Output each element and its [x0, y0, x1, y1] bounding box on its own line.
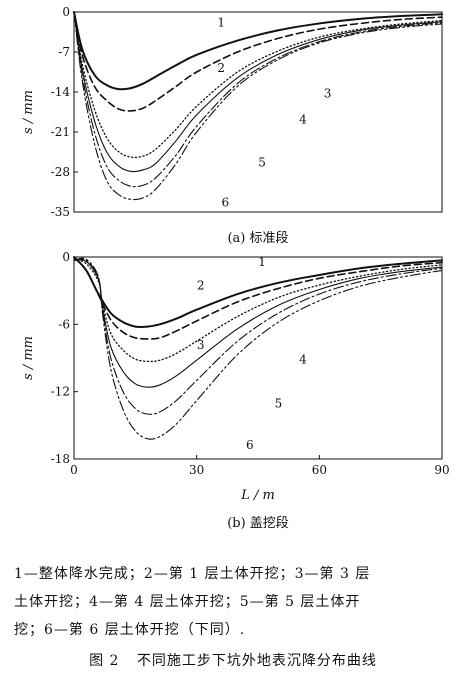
y-tick-label: -21: [51, 125, 70, 139]
chart-a-caption: (a) 标准段: [227, 231, 288, 246]
series-line-6: [73, 11, 443, 201]
y-tick-label: -12: [51, 385, 70, 399]
curve-label-1: 1: [217, 15, 225, 29]
y-tick-label: -28: [51, 165, 70, 179]
curve-label-6: 6: [246, 438, 254, 452]
curve-label-1: 1: [258, 255, 266, 269]
y-tick-label: 0: [62, 250, 70, 264]
y-tick-label: -35: [51, 205, 70, 219]
curve-label-3: 3: [324, 87, 332, 101]
chart-b-cover-excavation-section: 0 -6 -12 -18 0 30 60 90 1 2 3 4 5 6 s / mm L / m (b…: [21, 250, 450, 531]
chart-b-curve-labels: 1 2 3 4 5 6: [197, 255, 307, 452]
figure-title: 图 2 不同施工步下坑外地表沉降分布曲线: [0, 650, 466, 670]
chart-b-caption: (b) 盖挖段: [227, 516, 289, 531]
y-tick-label: -6: [58, 317, 70, 331]
chart-a-plot-frame: [73, 11, 443, 213]
legend-line: 挖；6—第 6 层土体开挖（下同）.: [14, 622, 246, 638]
chart-b-x-axis-label: L / m: [240, 488, 275, 503]
chart-a-y-ticks: 0 -7 -14 -21 -28 -35: [51, 5, 78, 219]
chart-b-plot-frame: [73, 256, 443, 460]
series-line-2: [73, 11, 443, 112]
series-line-3: [73, 11, 443, 159]
chart-a-curve-labels: 1 2 3 4 5 6: [217, 15, 331, 209]
series-line-2: [73, 256, 443, 340]
chart-b-series: [73, 256, 443, 440]
chart-a-standard-section: 0 -7 -14 -21 -28 -35 1 2 3 4 5 6 s / mm (a) 标准段: [21, 5, 443, 246]
series-line-4: [73, 11, 443, 173]
curve-label-2: 2: [217, 61, 225, 75]
x-tick-label: 0: [70, 463, 78, 477]
curve-label-5: 5: [258, 155, 266, 169]
curve-label-5: 5: [275, 396, 283, 410]
legend-line: 1—整体降水完成；2—第 1 层土体开挖；3—第 3 层: [14, 566, 371, 582]
chart-b-x-ticks: 0 30 60 90: [70, 455, 450, 477]
curve-label-3: 3: [197, 338, 205, 352]
series-line-6: [73, 257, 443, 440]
series-line-5: [73, 258, 443, 415]
y-tick-label: 0: [62, 5, 70, 19]
x-tick-label: 60: [312, 463, 327, 477]
figure-number: 图 2: [89, 653, 120, 669]
chart-b-y-ticks: 0 -6 -12 -18: [51, 250, 78, 466]
figure-title-text: 不同施工步下坑外地表沉降分布曲线: [136, 653, 377, 669]
series-line-1: [73, 11, 443, 91]
chart-b-y-axis-label: s / mm: [21, 336, 36, 380]
curve-label-4: 4: [299, 112, 307, 126]
x-tick-label: 30: [189, 463, 204, 477]
y-tick-label: -7: [58, 45, 70, 59]
figure-legend: 1—整体降水完成；2—第 1 层土体开挖；3—第 3 层 土体开挖；4—第 4 …: [14, 560, 458, 644]
curve-label-2: 2: [197, 279, 205, 293]
series-line-3: [73, 258, 443, 363]
series-line-5: [73, 11, 443, 188]
series-line-1: [73, 256, 443, 329]
curve-label-6: 6: [221, 195, 229, 209]
chart-a-y-axis-label: s / mm: [21, 90, 36, 134]
chart-a-series: [73, 11, 443, 201]
legend-line: 土体开挖；4—第 4 层土体开挖；5—第 5 层土体开: [14, 594, 361, 610]
x-tick-label: 90: [434, 463, 449, 477]
series-line-4: [73, 259, 443, 388]
curve-label-4: 4: [299, 353, 307, 367]
y-tick-label: -18: [51, 452, 70, 466]
y-tick-label: -14: [51, 85, 71, 99]
